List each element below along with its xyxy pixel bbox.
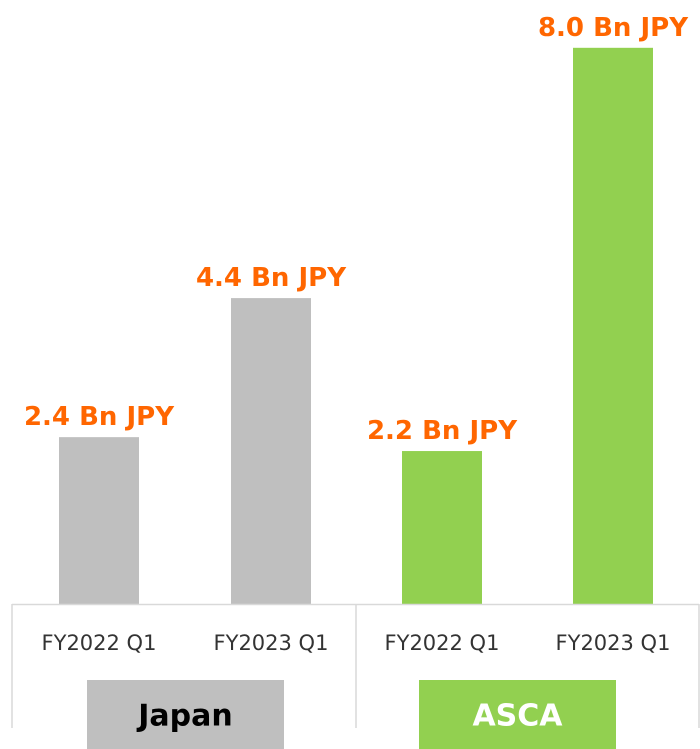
group-box-japan — [87, 680, 284, 749]
tick-label-japan-fy2022-q1: FY2022 Q1 — [42, 631, 157, 655]
data-label-japan-fy2023-q1: 4.4 Bn JPY — [196, 263, 347, 293]
data-label-asca-fy2022-q1: 2.2 Bn JPY — [367, 416, 518, 446]
tick-label-asca-fy2023-q1: FY2023 Q1 — [556, 631, 671, 655]
group-box-asca — [419, 680, 616, 749]
value-labels-layer: 2.4 Bn JPY 4.4 Bn JPY 2.2 Bn JPY 8.0 Bn JPY — [24, 13, 689, 446]
bar-japan-fy2022-q1 — [59, 437, 139, 604]
bar-japan-fy2023-q1 — [231, 298, 311, 604]
tick-label-japan-fy2023-q1: FY2023 Q1 — [214, 631, 329, 655]
category-axis — [11, 603, 700, 728]
data-label-asca-fy2023-q1: 8.0 Bn JPY — [538, 13, 689, 43]
bars-layer — [59, 47, 653, 605]
tick-label-asca-fy2022-q1: FY2022 Q1 — [385, 631, 500, 655]
tick-labels-layer: FY2022 Q1 FY2023 Q1 FY2022 Q1 FY2023 Q1 — [42, 631, 671, 655]
bar-asca-fy2023-q1 — [573, 47, 653, 605]
group-label-asca: ASCA — [472, 699, 563, 734]
bar-asca-fy2022-q1 — [402, 451, 482, 604]
group-label-japan: Japan — [136, 699, 232, 734]
group-labels-layer: Japan ASCA — [87, 680, 616, 749]
data-label-japan-fy2022-q1: 2.4 Bn JPY — [24, 402, 175, 432]
